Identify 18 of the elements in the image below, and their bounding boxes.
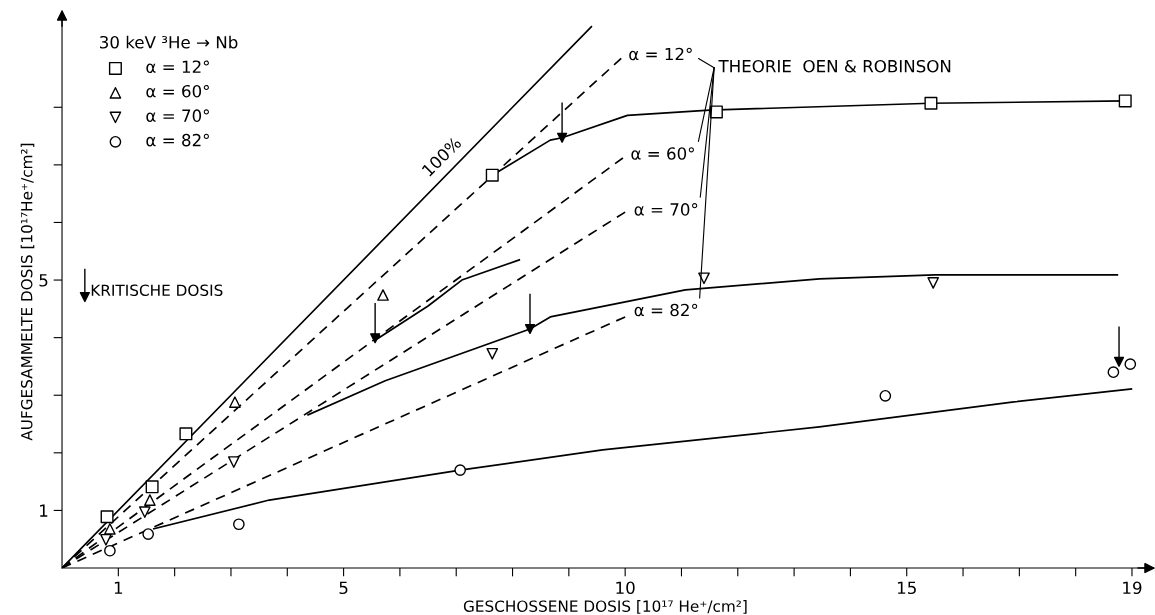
annotation: α = 12° bbox=[629, 47, 692, 61]
annotation: α = 82° bbox=[634, 303, 698, 317]
legend-label: α = 82° bbox=[146, 133, 209, 147]
annotation: α = 70° bbox=[634, 203, 698, 216]
x-tick-label: 1 bbox=[114, 581, 123, 594]
x-tick-label: 19 bbox=[1123, 581, 1142, 595]
annotation: α = 60° bbox=[631, 147, 694, 160]
legend-title: 30 keV ³He → Nb bbox=[100, 35, 238, 49]
legend-label: α = 70° bbox=[146, 109, 209, 122]
x-axis-title: GESCHOSSENE DOSIS [10¹⁷ He⁺/cm²] bbox=[463, 600, 747, 614]
legend-label: α = 60° bbox=[146, 84, 209, 98]
y-axis-title: AUFGESAMMELTE DOSIS [10¹⁷He⁺/cm²] bbox=[20, 143, 35, 441]
x-tick-label: 5 bbox=[339, 581, 348, 595]
legend-label: KRITISCHE DOSIS bbox=[91, 284, 223, 296]
annotation: THEORIE OEN & ROBINSON bbox=[718, 59, 951, 73]
x-tick-label: 10 bbox=[616, 581, 635, 595]
legend-label: α = 12° bbox=[146, 60, 209, 73]
x-tick-label: 15 bbox=[897, 581, 916, 595]
